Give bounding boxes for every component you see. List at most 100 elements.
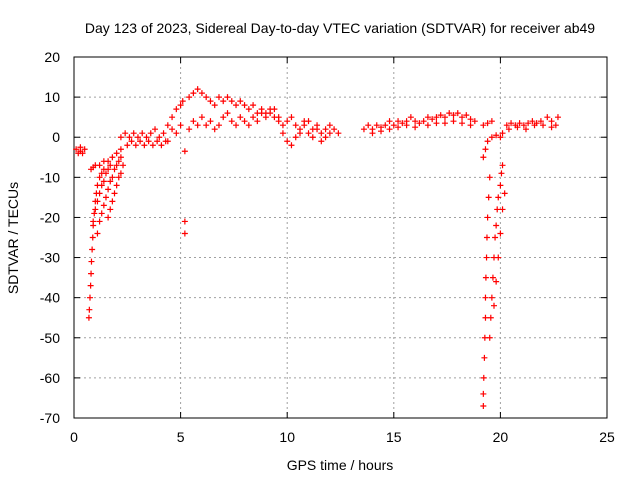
data-point [105,166,112,173]
data-point [483,254,490,261]
data-point [288,142,295,149]
data-point [424,114,431,121]
data-point [181,148,188,155]
data-point [482,294,489,301]
data-point [194,86,201,93]
data-point [450,118,457,125]
data-point [149,142,156,149]
data-point [113,182,120,189]
data-point [224,110,231,117]
data-point [498,170,505,177]
data-point [322,126,329,133]
data-point [284,138,291,145]
data-point [365,122,372,129]
data-point [503,122,510,129]
data-point [309,134,316,141]
data-point [258,110,265,117]
data-point [497,230,504,237]
data-point [109,174,116,181]
data-point [467,116,474,123]
data-point [245,122,252,129]
data-point [190,90,197,97]
data-point [275,114,282,121]
plot-frame [73,56,608,419]
data-point [113,162,120,169]
data-point [134,134,141,141]
y-tick-label: -10 [40,169,60,185]
data-point [492,234,499,241]
data-point [102,170,109,177]
data-point [467,122,474,129]
data-point [111,166,118,173]
data-point [279,122,286,129]
data-point [100,202,107,209]
data-point [177,122,184,129]
data-point [79,150,86,157]
data-point [96,190,103,197]
y-tick-label: -40 [40,290,60,306]
data-point [499,162,506,169]
data-point [96,162,103,169]
data-point [433,120,440,127]
data-point [94,230,101,237]
data-point [399,120,406,127]
data-point [228,118,235,125]
data-point [124,142,131,149]
y-tick-label: -20 [40,209,60,225]
data-point [552,122,559,129]
data-point [441,114,448,121]
data-point [322,134,329,141]
data-point [215,94,222,101]
data-point [441,120,448,127]
data-point [331,126,338,133]
data-point [203,122,210,129]
data-point [544,114,551,121]
data-point [508,120,515,127]
data-point [89,246,96,253]
data-point [164,122,171,129]
y-tick-label: -50 [40,330,60,346]
data-point [117,170,124,177]
data-point [495,194,502,201]
data-point [482,146,489,153]
y-tick-label: -70 [40,410,60,426]
data-point [186,126,193,133]
data-point [85,314,92,321]
data-point [531,122,538,129]
data-point [480,154,487,161]
data-point [207,98,214,105]
data-point [540,122,547,129]
data-point [463,112,470,119]
data-point [88,270,95,277]
data-point [143,134,150,141]
data-point [548,124,555,131]
data-point [122,130,129,137]
data-point [487,314,494,321]
data-point [198,114,205,121]
data-point [520,122,527,129]
data-point [237,98,244,105]
data-point [554,114,561,121]
data-point [471,118,478,125]
data-point [484,214,491,221]
data-point [137,138,144,145]
data-point [537,118,544,125]
data-point [117,134,124,141]
data-point [292,122,299,129]
chart-title: Day 123 of 2023, Sidereal Day-to-day VTE… [85,20,595,36]
data-point [128,138,135,145]
data-point [516,120,523,127]
data-point [484,138,491,145]
data-point [211,102,218,109]
data-point [233,102,240,109]
data-point [318,130,325,137]
data-point [486,334,493,341]
x-tick-label: 15 [386,429,402,445]
data-point [115,174,122,181]
data-point [173,130,180,137]
axis-ticks: 0 5 10 15 20 25 -70 -60 -50 -40 -30 -20 -10 0 10 20 [40,49,615,445]
data-point [505,126,512,133]
data-point [292,134,299,141]
data-point [245,106,252,113]
